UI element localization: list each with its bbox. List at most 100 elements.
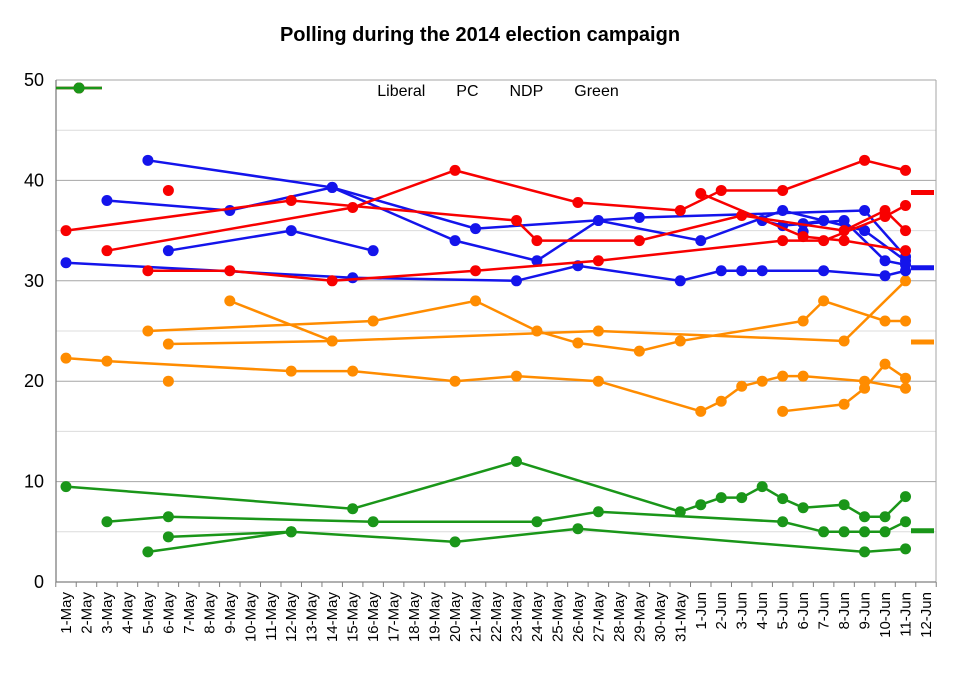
x-tick-label: 27-May (590, 592, 607, 643)
x-tick-label: 12-Jun (918, 592, 935, 638)
data-point-ndp (285, 365, 297, 377)
data-point-ndp (633, 345, 645, 357)
data-point-pc (60, 257, 72, 269)
data-point-liberal (470, 265, 482, 277)
data-point-ndp (715, 395, 727, 407)
legend-label-ndp: NDP (509, 83, 544, 100)
data-point-pc (756, 265, 768, 277)
data-point-liberal (510, 215, 522, 227)
data-point-liberal (592, 255, 604, 267)
data-point-ndp (756, 375, 768, 387)
data-point-liberal (777, 235, 789, 247)
series-line-green (65, 460, 907, 518)
data-point-pc (838, 215, 850, 227)
data-point-green (900, 543, 912, 555)
data-point-green (879, 511, 891, 523)
x-tick-label: 3-May (99, 592, 116, 634)
x-tick-label: 25-May (549, 592, 566, 643)
x-tick-label: 23-May (508, 592, 525, 643)
data-point-liberal (572, 196, 584, 208)
data-point-liberal (797, 231, 809, 243)
data-point-green (347, 503, 359, 515)
x-tick-label: 18-May (406, 592, 423, 643)
data-point-pc (674, 275, 686, 287)
data-point-ndp (900, 275, 912, 287)
data-point-ndp (879, 315, 891, 327)
data-point-green (449, 536, 461, 548)
data-point-liberal (777, 184, 789, 196)
legend-label-green: Green (574, 83, 619, 100)
data-point-green (592, 506, 604, 518)
series-line-ndp (229, 299, 333, 343)
x-tick-label: 9-Jun (857, 592, 874, 630)
x-tick-label: 1-May (58, 592, 75, 634)
data-point-pc (531, 255, 543, 267)
x-tick-label: 15-May (345, 592, 362, 643)
x-tick-label: 8-May (201, 592, 218, 634)
data-point-ndp (879, 358, 891, 370)
data-point-ndp (142, 325, 154, 337)
x-tick-label: 4-Jun (754, 592, 771, 630)
data-point-green (367, 516, 379, 528)
x-tick-label: 16-May (365, 592, 382, 643)
data-point-green (101, 516, 113, 528)
data-point-ndp (674, 335, 686, 347)
x-tick-label: 19-May (427, 592, 444, 643)
data-point-pc (510, 275, 522, 287)
data-point-ndp (572, 337, 584, 349)
data-point-ndp (797, 315, 809, 327)
data-point-pc (367, 245, 379, 257)
x-tick-label: 6-Jun (795, 592, 812, 630)
legend-label-liberal: Liberal (377, 83, 426, 100)
data-point-ndp (470, 295, 482, 307)
x-tick-label: 21-May (468, 592, 485, 643)
data-point-liberal (285, 194, 297, 206)
data-point-pc (224, 205, 236, 217)
data-point-liberal (695, 187, 707, 199)
data-point-liberal (900, 164, 912, 176)
data-point-pc (592, 215, 604, 227)
legend-item-liberal: Liberal (56, 82, 426, 100)
data-point-ndp (797, 370, 809, 382)
data-point-ndp (449, 375, 461, 387)
data-point-pc (715, 265, 727, 277)
x-tick-label: 7-Jun (816, 592, 833, 630)
data-point-pc (633, 212, 645, 224)
data-point-green (900, 491, 912, 503)
data-point-liberal (715, 184, 727, 196)
data-point-green (818, 526, 830, 538)
data-point-green (695, 499, 707, 511)
data-point-ndp (592, 375, 604, 387)
x-tick-label: 13-May (304, 592, 321, 643)
data-point-green (162, 531, 174, 543)
data-point-liberal (101, 245, 113, 257)
x-tick-label: 24-May (529, 592, 546, 643)
data-point-green (510, 456, 522, 468)
data-point-green (838, 526, 850, 538)
data-point-green (60, 481, 72, 493)
data-point-ndp (531, 325, 543, 337)
legend-dot (73, 82, 85, 94)
data-point-liberal (162, 184, 174, 196)
data-point-ndp (838, 335, 850, 347)
series-line-green (168, 530, 292, 539)
data-point-pc (777, 205, 789, 217)
x-tick-label: 5-Jun (775, 592, 792, 630)
x-tick-label: 2-May (78, 592, 95, 634)
data-point-liberal (531, 235, 543, 247)
legend: Liberal PC NDP Green (56, 81, 936, 103)
data-point-liberal (633, 235, 645, 247)
data-point-pc (879, 270, 891, 282)
data-point-green (859, 526, 871, 538)
x-tick-label: 11-May (263, 592, 280, 641)
data-point-pc (900, 259, 912, 271)
x-tick-label: 1-Jun (693, 592, 710, 630)
series-line-green (147, 527, 906, 554)
data-point-ndp (510, 370, 522, 382)
data-point-ndp (777, 370, 789, 382)
x-tick-label: 5-May (140, 592, 157, 634)
data-point-ndp (162, 375, 174, 387)
data-point-pc (695, 235, 707, 247)
